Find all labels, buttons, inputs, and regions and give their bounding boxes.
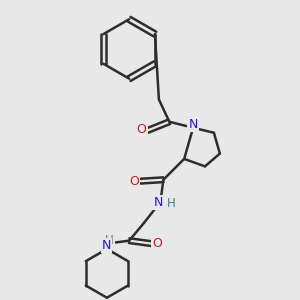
Text: O: O <box>129 175 139 188</box>
Text: O: O <box>152 237 162 250</box>
Text: N: N <box>102 238 111 252</box>
Text: O: O <box>137 123 147 136</box>
Text: N: N <box>188 118 198 130</box>
Text: N: N <box>153 196 163 208</box>
Text: H: H <box>105 234 114 247</box>
Text: H: H <box>167 197 175 210</box>
